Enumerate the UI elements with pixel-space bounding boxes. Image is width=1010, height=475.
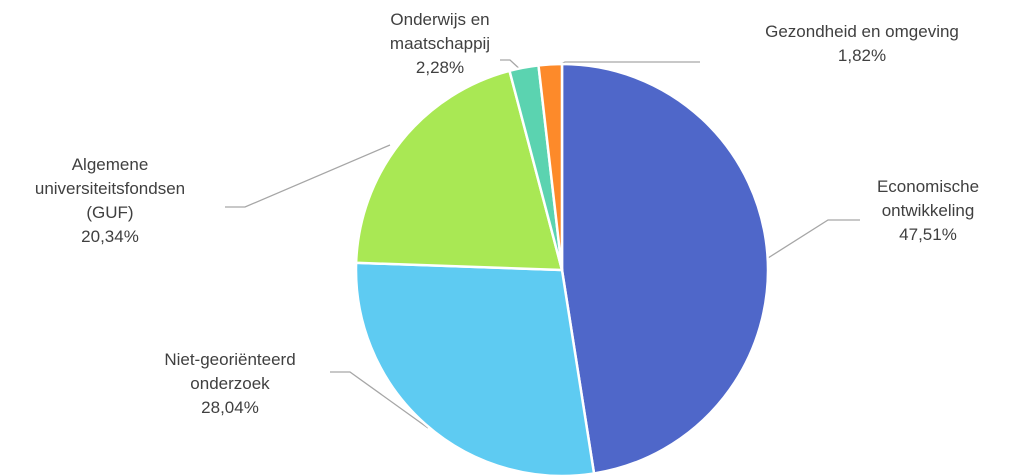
leader-line [767, 219, 860, 259]
pie-slice [354, 261, 596, 475]
slice-label: Niet-georiënteerd onderzoek 28,04% [145, 348, 315, 420]
category-name: Economische ontwikkeling [876, 177, 980, 220]
slice-label: Economische ontwikkeling 47,51% [863, 175, 993, 247]
value-label: 1,82% [837, 46, 887, 65]
value-label: 20,34% [81, 227, 139, 246]
slice-label: Algemene universiteitsfondsen (GUF) 20,34… [10, 153, 210, 249]
pie-slice [354, 69, 564, 272]
slice-label: Gezondheid en omgeving 1,82% [722, 20, 1002, 68]
category-name: Algemene universiteitsfondsen (GUF) [34, 155, 186, 222]
pie-slice [537, 62, 564, 271]
category-name: Onderwijs en maatschappij [389, 10, 491, 53]
value-label: 2,28% [415, 58, 465, 77]
leader-line [330, 371, 429, 429]
slice-label: Onderwijs en maatschappij 2,28% [365, 8, 515, 80]
value-label: 47,51% [899, 225, 957, 244]
value-label: 28,04% [201, 398, 259, 417]
pie-slice [560, 62, 770, 475]
category-name: Gezondheid en omgeving [765, 22, 959, 41]
category-name: Niet-georiënteerd onderzoek [164, 350, 296, 393]
leader-line [225, 144, 391, 208]
